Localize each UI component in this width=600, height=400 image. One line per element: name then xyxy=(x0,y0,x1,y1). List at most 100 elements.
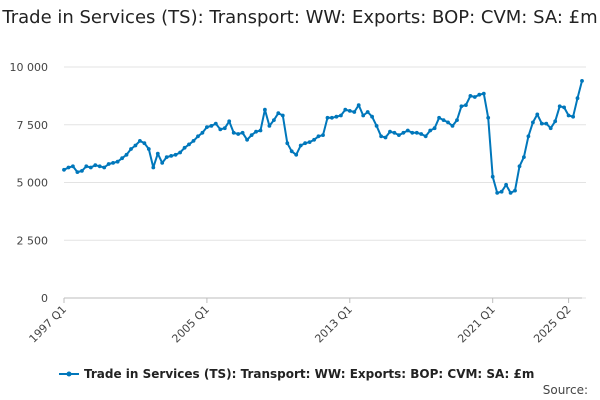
data-point[interactable] xyxy=(263,107,267,112)
data-point[interactable] xyxy=(312,137,316,142)
data-point[interactable] xyxy=(138,139,142,143)
data-point[interactable] xyxy=(124,152,129,157)
data-point[interactable] xyxy=(321,133,325,138)
data-point[interactable] xyxy=(365,110,370,114)
data-point[interactable] xyxy=(222,126,227,131)
data-point[interactable] xyxy=(285,141,290,146)
data-point[interactable] xyxy=(361,113,366,118)
data-point[interactable] xyxy=(133,143,138,148)
data-point[interactable] xyxy=(164,155,169,160)
data-point[interactable] xyxy=(120,156,124,161)
data-point[interactable] xyxy=(294,152,299,157)
data-point[interactable] xyxy=(374,124,379,128)
data-point[interactable] xyxy=(401,130,406,135)
data-point[interactable] xyxy=(419,132,424,136)
data-point[interactable] xyxy=(75,170,80,175)
data-point[interactable] xyxy=(468,94,473,98)
data-point[interactable] xyxy=(102,165,107,170)
data-point[interactable] xyxy=(71,164,75,169)
data-point[interactable] xyxy=(437,115,441,120)
data-point[interactable] xyxy=(343,107,348,112)
data-point[interactable] xyxy=(106,162,111,166)
data-point[interactable] xyxy=(495,191,500,195)
data-point[interactable] xyxy=(423,134,428,139)
legend[interactable]: Trade in Services (TS): Transport: WW: E… xyxy=(58,366,534,382)
data-point[interactable] xyxy=(356,103,361,107)
data-point[interactable] xyxy=(142,141,147,146)
data-point[interactable] xyxy=(231,130,236,135)
data-point[interactable] xyxy=(80,169,84,173)
data-point[interactable] xyxy=(325,115,330,120)
data-point[interactable] xyxy=(481,91,486,96)
data-point[interactable] xyxy=(115,159,120,164)
data-point[interactable] xyxy=(236,132,241,136)
data-point[interactable] xyxy=(347,109,352,113)
data-point[interactable] xyxy=(539,121,544,126)
data-point[interactable] xyxy=(213,121,218,126)
data-point[interactable] xyxy=(267,124,272,128)
data-point[interactable] xyxy=(553,119,558,124)
data-point[interactable] xyxy=(566,113,571,118)
data-point[interactable] xyxy=(146,147,151,151)
data-point[interactable] xyxy=(316,134,321,139)
data-point[interactable] xyxy=(455,118,459,122)
data-point[interactable] xyxy=(339,113,343,118)
data-point[interactable] xyxy=(160,161,165,165)
data-point[interactable] xyxy=(249,133,254,138)
data-point[interactable] xyxy=(88,165,93,170)
data-point[interactable] xyxy=(397,133,401,138)
data-point[interactable] xyxy=(446,120,450,125)
data-point[interactable] xyxy=(298,143,303,148)
data-point[interactable] xyxy=(557,104,562,109)
data-point[interactable] xyxy=(245,137,250,142)
data-point[interactable] xyxy=(575,96,580,101)
data-point[interactable] xyxy=(218,127,223,132)
data-point[interactable] xyxy=(477,92,482,97)
data-point[interactable] xyxy=(93,163,98,168)
data-point[interactable] xyxy=(209,124,214,128)
data-point[interactable] xyxy=(334,114,339,119)
data-point[interactable] xyxy=(450,124,455,128)
data-point[interactable] xyxy=(62,167,66,172)
data-point[interactable] xyxy=(379,134,383,139)
data-point[interactable] xyxy=(486,115,491,120)
data-point[interactable] xyxy=(84,164,89,169)
data-point[interactable] xyxy=(370,114,374,119)
data-point[interactable] xyxy=(178,150,183,155)
data-point[interactable] xyxy=(544,121,549,126)
data-point[interactable] xyxy=(352,110,357,114)
data-point[interactable] xyxy=(571,114,575,119)
data-point[interactable] xyxy=(526,134,531,139)
data-point[interactable] xyxy=(388,129,392,134)
data-point[interactable] xyxy=(548,126,553,131)
data-point[interactable] xyxy=(196,134,200,139)
data-point[interactable] xyxy=(280,113,285,118)
data-point[interactable] xyxy=(441,118,446,122)
data-point[interactable] xyxy=(472,95,477,99)
data-point[interactable] xyxy=(464,103,468,107)
data-point[interactable] xyxy=(562,105,566,110)
data-point[interactable] xyxy=(205,125,209,129)
data-point[interactable] xyxy=(459,104,464,109)
data-point[interactable] xyxy=(289,149,294,154)
data-point[interactable] xyxy=(254,129,258,134)
data-point[interactable] xyxy=(432,126,437,131)
data-point[interactable] xyxy=(258,128,263,133)
data-point[interactable] xyxy=(191,139,196,143)
data-point[interactable] xyxy=(392,130,397,135)
data-point[interactable] xyxy=(428,128,433,133)
data-point[interactable] xyxy=(303,141,307,146)
data-point[interactable] xyxy=(129,147,133,151)
data-point[interactable] xyxy=(522,155,526,160)
data-point[interactable] xyxy=(580,79,584,83)
data-point[interactable] xyxy=(531,120,535,125)
data-point[interactable] xyxy=(173,152,178,157)
data-point[interactable] xyxy=(499,189,504,194)
data-point[interactable] xyxy=(513,188,517,193)
data-point[interactable] xyxy=(151,165,156,170)
data-point[interactable] xyxy=(240,130,245,135)
data-point[interactable] xyxy=(508,191,513,195)
data-point[interactable] xyxy=(182,145,187,150)
data-point[interactable] xyxy=(504,182,508,187)
data-point[interactable] xyxy=(276,111,281,116)
